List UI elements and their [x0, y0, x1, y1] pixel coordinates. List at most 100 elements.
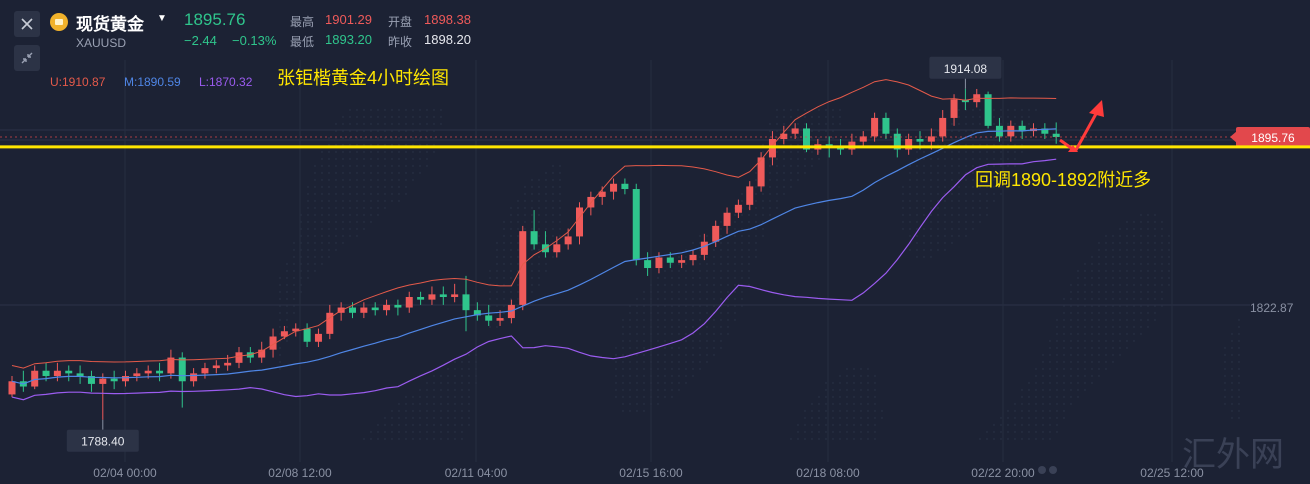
map-dot: [418, 402, 422, 406]
map-dot: [1069, 374, 1073, 378]
map-dot: [1013, 108, 1017, 112]
map-dot: [362, 122, 366, 126]
map-dot: [978, 108, 982, 112]
map-dot: [383, 185, 387, 189]
map-dot: [1055, 325, 1059, 329]
map-dot: [950, 227, 954, 231]
map-dot: [705, 297, 709, 301]
chevron-down-icon[interactable]: ▼: [157, 13, 167, 24]
map-dot: [873, 402, 877, 406]
map-dot: [1083, 339, 1087, 343]
map-dot: [663, 269, 667, 273]
map-dot: [908, 178, 912, 182]
collapse-arrows-icon: [21, 52, 33, 64]
map-dot: [1076, 395, 1080, 399]
map-dot: [1125, 318, 1129, 322]
symbol-name[interactable]: 现货黄金: [76, 15, 144, 34]
map-dot: [1069, 339, 1073, 343]
map-dot: [740, 262, 744, 266]
map-dot: [1111, 325, 1115, 329]
map-dot: [670, 381, 674, 385]
map-dot: [418, 157, 422, 161]
map-dot: [901, 213, 905, 217]
map-dot: [1223, 381, 1227, 385]
candle-body: [462, 294, 470, 311]
map-dot: [663, 353, 667, 357]
map-dot: [432, 395, 436, 399]
map-dot: [922, 150, 926, 154]
map-dot: [446, 409, 450, 413]
map-dot: [537, 234, 541, 238]
map-dot: [943, 234, 947, 238]
map-dot: [1111, 360, 1115, 364]
candle-body: [314, 333, 322, 342]
map-dot: [348, 185, 352, 189]
map-dot: [992, 199, 996, 203]
map-dot: [992, 178, 996, 182]
map-dot: [544, 213, 548, 217]
map-dot: [635, 409, 639, 413]
map-dot: [1055, 395, 1059, 399]
map-dot: [628, 360, 632, 364]
map-dot: [859, 367, 863, 371]
map-dot: [929, 192, 933, 196]
map-dot: [866, 416, 870, 420]
candle-body: [485, 315, 493, 321]
map-dot: [873, 381, 877, 385]
map-dot: [719, 290, 723, 294]
map-dot: [705, 255, 709, 259]
map-dot: [761, 234, 765, 238]
map-dot: [1237, 360, 1241, 364]
close-button[interactable]: [14, 11, 40, 37]
map-dot: [845, 388, 849, 392]
map-dot: [824, 115, 828, 119]
map-dot: [418, 416, 422, 420]
map-dot: [1034, 437, 1038, 441]
candle-body: [530, 231, 538, 245]
map-dot: [964, 192, 968, 196]
map-dot: [1139, 332, 1143, 336]
map-dot: [831, 122, 835, 126]
map-dot: [1055, 353, 1059, 357]
map-dot: [446, 381, 450, 385]
map-dot: [285, 311, 289, 315]
map-dot: [1069, 381, 1073, 385]
map-dot: [908, 213, 912, 217]
map-dot: [922, 157, 926, 161]
map-dot: [1034, 381, 1038, 385]
map-dot: [516, 227, 520, 231]
collapse-button[interactable]: [14, 45, 40, 71]
map-dot: [488, 290, 492, 294]
map-dot: [985, 206, 989, 210]
map-dot: [1160, 276, 1164, 280]
max-callout-box: [929, 56, 1002, 79]
map-dot: [866, 437, 870, 441]
map-dot: [348, 150, 352, 154]
map-dot: [950, 192, 954, 196]
map-dot: [1055, 416, 1059, 420]
map-dot: [775, 164, 779, 168]
map-dot: [355, 115, 359, 119]
map-dot: [1076, 339, 1080, 343]
map-dot: [901, 185, 905, 189]
map-dot: [362, 220, 366, 224]
map-dot: [439, 388, 443, 392]
map-dot: [453, 416, 457, 420]
map-dot: [292, 262, 296, 266]
map-dot: [698, 367, 702, 371]
map-dot: [922, 227, 926, 231]
map-dot: [432, 437, 436, 441]
candle-body: [8, 381, 16, 395]
map-dot: [397, 157, 401, 161]
low-value: 1893.20: [325, 32, 372, 47]
map-dot: [852, 409, 856, 413]
map-dot: [1146, 269, 1150, 273]
map-dot: [747, 262, 751, 266]
map-dot: [1230, 416, 1234, 420]
map-dot: [439, 122, 443, 126]
map-dot: [1237, 367, 1241, 371]
map-dot: [747, 220, 751, 224]
map-dot: [677, 367, 681, 371]
map-dot: [754, 248, 758, 252]
map-dot: [411, 108, 415, 112]
